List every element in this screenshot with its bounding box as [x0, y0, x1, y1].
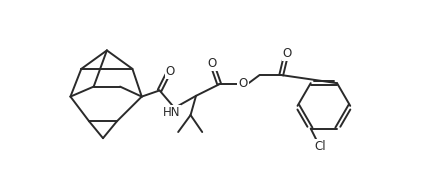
Text: O: O: [283, 47, 292, 60]
Text: O: O: [239, 77, 248, 90]
Text: Cl: Cl: [314, 140, 326, 153]
Text: O: O: [208, 57, 217, 70]
Text: HN: HN: [163, 106, 180, 119]
Text: O: O: [166, 65, 175, 78]
